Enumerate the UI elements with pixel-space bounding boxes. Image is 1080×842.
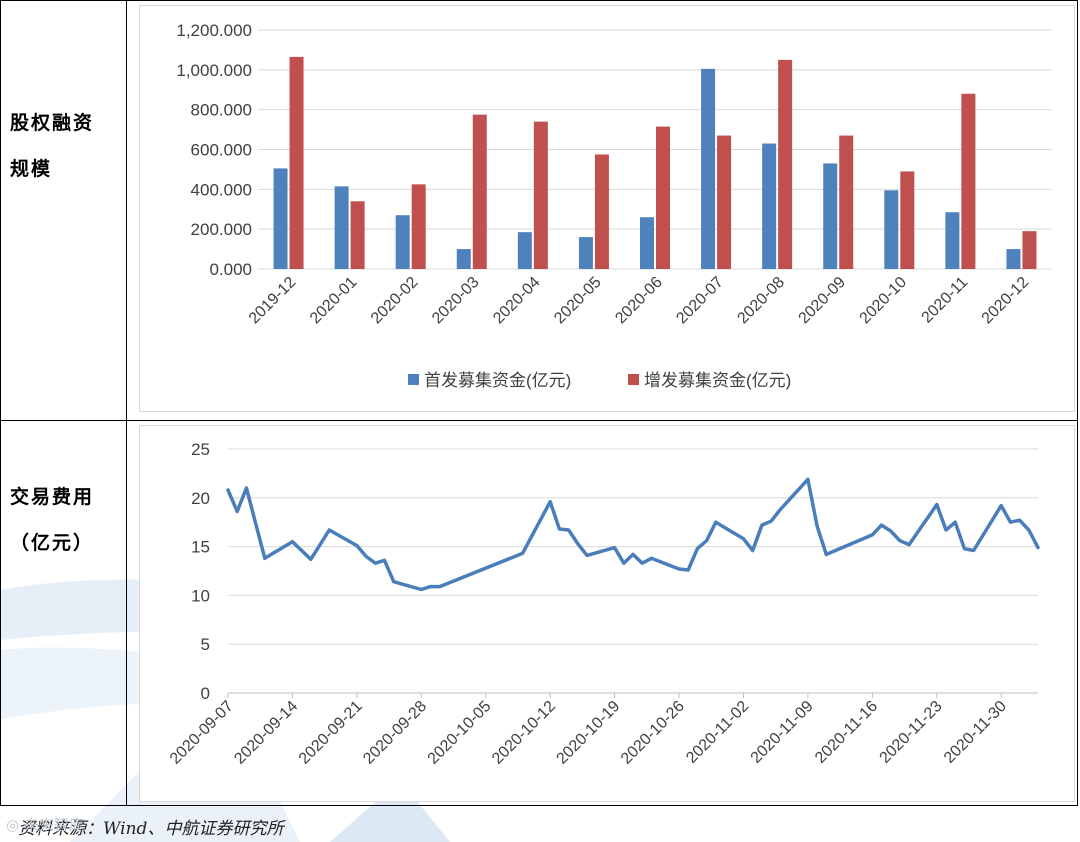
x-tick-label: 2020-10 bbox=[857, 274, 911, 328]
bar bbox=[411, 184, 426, 269]
bar bbox=[884, 190, 899, 269]
bar bbox=[945, 212, 960, 269]
bar bbox=[717, 135, 732, 269]
bar bbox=[1022, 231, 1037, 269]
bar bbox=[839, 135, 854, 269]
table-right-border bbox=[1077, 0, 1078, 806]
y-tick-label: 0 bbox=[201, 684, 210, 703]
bar bbox=[395, 215, 410, 269]
x-tick-label: 2020-04 bbox=[490, 274, 544, 328]
row-divider bbox=[0, 420, 1078, 421]
x-tick-label: 2020-09-28 bbox=[360, 698, 430, 768]
x-tick-label: 2020-07 bbox=[673, 274, 727, 328]
y-tick-label: 20 bbox=[191, 489, 210, 508]
x-tick-label: 2020-09-07 bbox=[167, 698, 237, 768]
y-tick-label: 800.000 bbox=[191, 101, 252, 120]
x-tick-label: 2020-01 bbox=[307, 274, 361, 328]
row-label-line: 股权融资 bbox=[10, 112, 95, 134]
row-label-line: 交易费用 bbox=[10, 486, 95, 508]
bar bbox=[701, 68, 716, 270]
x-tick-label: 2020-10-12 bbox=[489, 698, 559, 768]
bar bbox=[517, 232, 532, 269]
row-label-line: （亿元） bbox=[10, 532, 95, 554]
bar bbox=[350, 201, 365, 269]
bar bbox=[900, 171, 915, 269]
x-tick-label: 2020-12 bbox=[979, 274, 1033, 328]
bar bbox=[1006, 249, 1021, 269]
series-line bbox=[226, 477, 1040, 592]
bar bbox=[533, 121, 548, 269]
y-tick-label: 600.000 bbox=[191, 141, 252, 160]
legend-label: 增发募集资金(亿元) bbox=[644, 371, 791, 390]
row-label-line: 规模 bbox=[10, 158, 53, 180]
table-frame bbox=[0, 0, 1078, 806]
bar bbox=[656, 126, 670, 270]
row-label-trading-fees: 交易费用 （亿元） bbox=[10, 474, 122, 566]
x-tick-label: 2020-11-09 bbox=[748, 698, 817, 767]
x-tick-label: 2020-06 bbox=[612, 274, 666, 328]
y-tick-label: 0.000 bbox=[209, 260, 252, 279]
line-chart-box: 0 5 10 15 20 25 2020-09-07 2020-09-14 2020-09-21… bbox=[139, 425, 1075, 802]
legend-swatch bbox=[408, 374, 419, 385]
line-chart: 0 5 10 15 20 25 2020-09-072020-09-142020-09-21… bbox=[167, 440, 1040, 768]
x-tick-label: 2020-11-16 bbox=[812, 698, 881, 767]
bar bbox=[762, 143, 777, 269]
column-divider bbox=[126, 0, 127, 806]
x-tick-label: 2020-09-14 bbox=[231, 698, 301, 768]
x-tick-label: 2020-11 bbox=[919, 274, 972, 327]
x-tick-label: 2020-11-23 bbox=[877, 698, 946, 767]
x-tick-label: 2020-09 bbox=[796, 274, 850, 328]
y-tick-label: 1,000.000 bbox=[176, 61, 252, 80]
bar bbox=[961, 93, 976, 269]
table-bottom-border bbox=[0, 805, 1078, 806]
row-label-equity-financing: 股权融资 规模 bbox=[10, 100, 122, 192]
bar bbox=[472, 114, 487, 269]
bar bbox=[578, 237, 593, 269]
y-tick-label: 10 bbox=[191, 586, 210, 605]
y-tick-label: 200.000 bbox=[191, 220, 252, 239]
x-tick-label: 2020-10-05 bbox=[425, 698, 495, 768]
x-tick-label: 2020-11-02 bbox=[683, 698, 752, 767]
bar-chart: 0.000 200.000 400.000 600.000 800.000 1,000.0… bbox=[176, 21, 1052, 390]
y-tick-label: 25 bbox=[191, 440, 210, 459]
legend-swatch bbox=[628, 374, 639, 385]
x-tick-label: 2020-02 bbox=[368, 274, 422, 328]
x-tick-label: 2020-08 bbox=[734, 274, 788, 328]
x-tick-label: 2020-09-21 bbox=[296, 698, 366, 768]
table-left-border bbox=[0, 0, 1, 806]
x-tick-label: 2020-10-19 bbox=[554, 698, 624, 768]
bar bbox=[823, 163, 838, 269]
x-tick-label: 2020-03 bbox=[429, 274, 483, 328]
watermark-text: ◎ 未来智库 bbox=[6, 816, 84, 834]
bar bbox=[640, 217, 654, 269]
bar bbox=[334, 186, 349, 269]
bar bbox=[273, 168, 288, 269]
legend-label: 首发募集资金(亿元) bbox=[424, 371, 571, 390]
table-top-border bbox=[0, 0, 1078, 1]
bar bbox=[289, 56, 304, 270]
bar bbox=[594, 154, 609, 269]
bar bbox=[456, 249, 471, 269]
bar bbox=[778, 59, 793, 269]
x-tick-label: 2019-12 bbox=[246, 274, 300, 328]
x-tick-label: 2020-11-30 bbox=[941, 698, 1010, 767]
x-tick-label: 2020-05 bbox=[551, 274, 605, 328]
y-tick-label: 15 bbox=[191, 538, 210, 557]
y-tick-label: 400.000 bbox=[191, 180, 252, 199]
y-tick-label: 1,200.000 bbox=[176, 21, 252, 40]
x-tick-label: 2020-10-26 bbox=[618, 698, 688, 768]
bar-chart-box: 0.000 200.000 400.000 600.000 800.000 1,000.0… bbox=[139, 5, 1075, 412]
source-note: 资料来源：Wind、中航证券研究所 bbox=[18, 819, 284, 839]
y-tick-label: 5 bbox=[201, 635, 210, 654]
